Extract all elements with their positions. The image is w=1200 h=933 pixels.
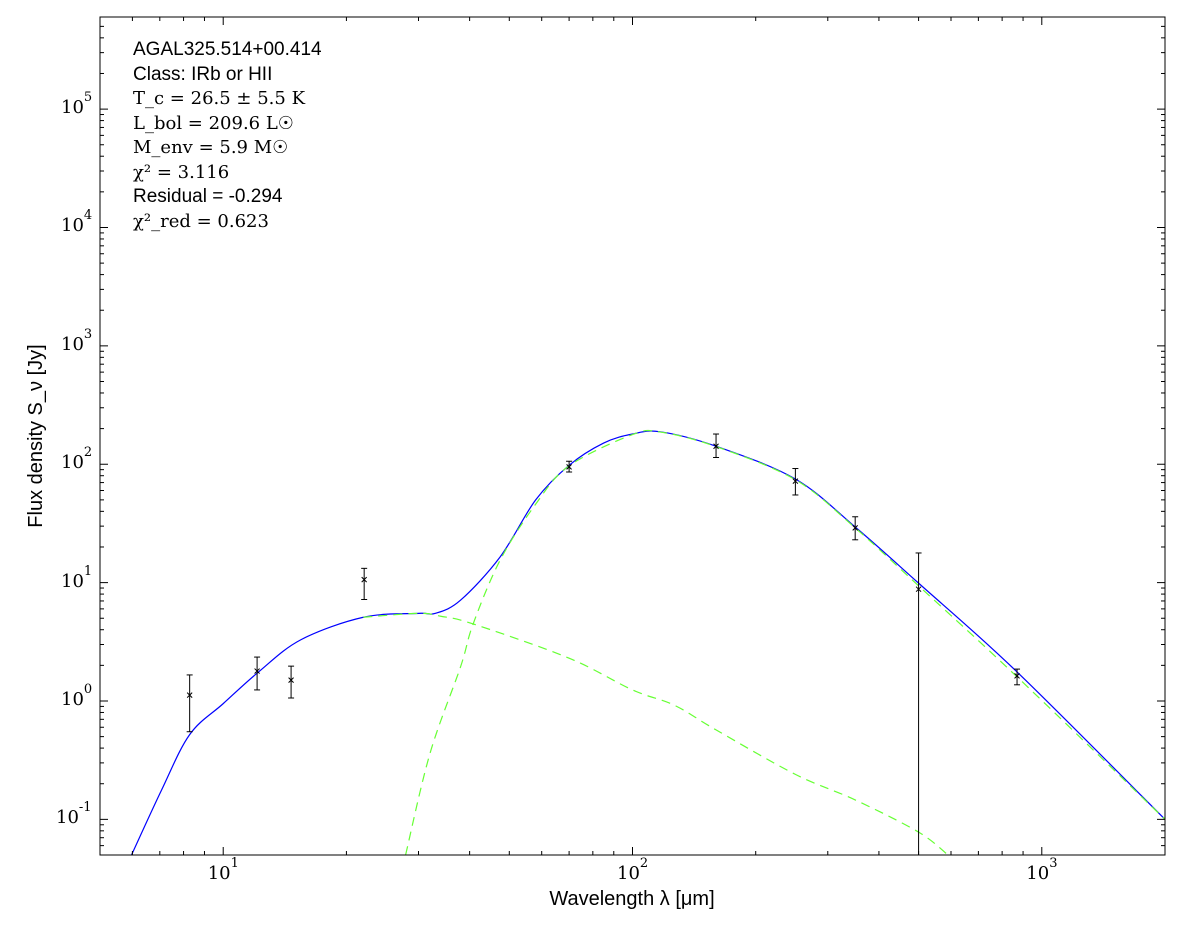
x-axis-label: Wavelength λ [μm] [549,888,715,910]
tick-base: 10 [61,570,84,592]
tick-exponent: 4 [83,208,93,224]
tick-base: 10 [1026,863,1050,884]
residual: Residual = -0.294 [133,186,283,207]
tick-base: 10 [61,452,84,474]
tick-exponent: 3 [83,326,93,342]
temperature: T_c = 26.5 ± 5.5 K [133,88,306,109]
y-axis-label: Flux density S_ν [Jy] [25,344,47,528]
x-tick-label: 103 [1026,857,1057,889]
tick-base: 10 [61,688,84,710]
tick-exponent: -1 [78,800,92,816]
x-tick-label: 102 [617,857,648,889]
tick-exponent: 1 [230,856,239,871]
luminosity: L_bol = 209.6 L☉ [133,112,294,134]
source-name: AGAL325.514+00.414 [133,39,322,60]
y-tick-label: 105 [61,91,92,123]
tick-exponent: 0 [83,681,93,697]
total-fit-curve [130,430,1165,855]
tick-base: 10 [61,333,84,355]
tick-base: 10 [56,807,79,829]
tick-exponent: 2 [83,445,93,461]
plot-area [130,429,1165,855]
source-class: Class: IRb or HII [133,63,273,85]
component-curve-2 [405,429,1165,855]
envelope-mass: M_env = 5.9 M☉ [133,137,289,158]
y-tick-label: 100 [61,683,92,715]
data-point [713,443,719,450]
reduced-chi-squared: χ²_red = 0.623 [133,210,269,232]
tick-base: 10 [207,863,231,884]
y-tick-label: 104 [61,209,92,241]
tick-exponent: 2 [639,856,649,871]
data-point [288,677,294,683]
data-point [361,576,368,583]
data-point [254,668,260,674]
data-point [915,586,922,593]
x-tick-label: 101 [207,857,239,889]
tick-exponent: 1 [83,563,93,579]
data-point [1014,673,1020,679]
data-point [792,478,799,484]
y-tick-label: 102 [61,446,92,478]
tick-exponent: 5 [83,90,93,106]
data-point [186,692,193,699]
chi-squared: χ² = 3.116 [133,161,230,183]
y-tick-label: 10-1 [56,801,92,833]
data-point [566,464,572,470]
component-curve-1 [363,612,949,855]
tick-base: 10 [61,215,84,237]
tick-exponent: 3 [1049,856,1058,871]
tick-base: 10 [617,863,640,884]
y-tick-label: 101 [61,565,92,597]
data-point [852,525,859,531]
fit-annotations: AGAL325.514+00.414 Class: IRb or HII T_c… [133,38,322,234]
y-tick-label: 103 [61,328,92,360]
tick-base: 10 [61,97,84,119]
